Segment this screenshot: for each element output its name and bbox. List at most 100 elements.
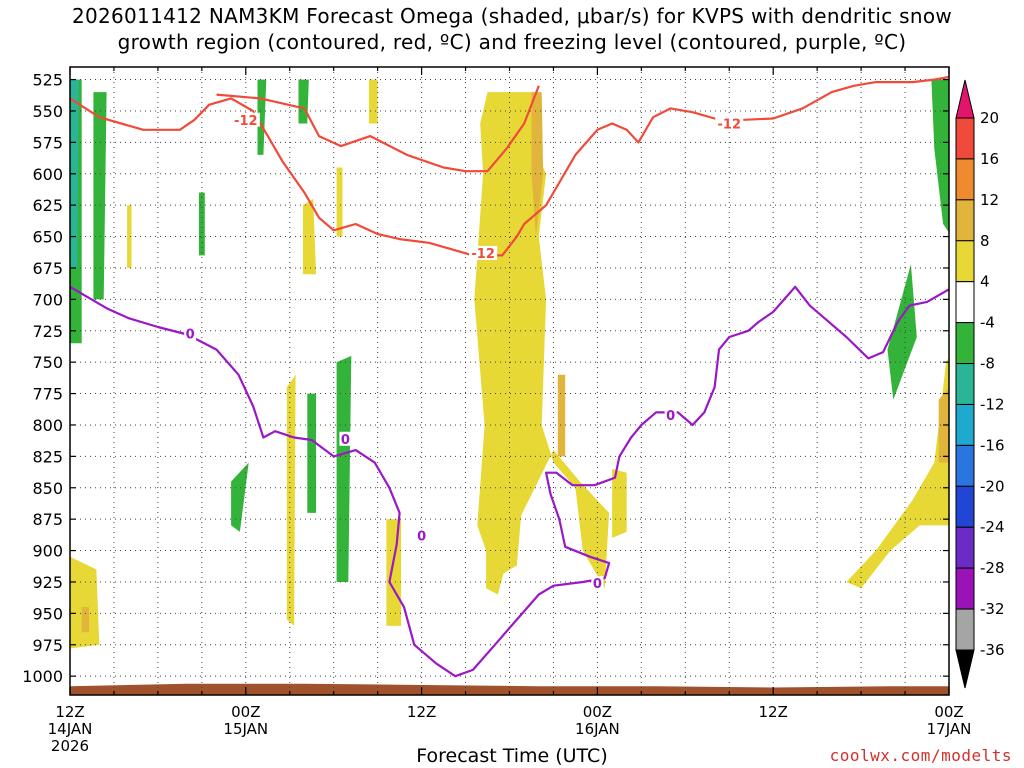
colorbar-swatch — [955, 158, 975, 201]
contour-label-bg — [591, 576, 604, 591]
colorbar-swatch — [955, 485, 975, 528]
y-tick-label: 950 — [32, 604, 63, 623]
y-tick-label: 825 — [32, 447, 63, 466]
omega-shade-1-2 — [81, 607, 89, 633]
y-tick-label: 850 — [32, 479, 63, 498]
omega-shade-0-7 — [386, 519, 402, 626]
y-tick-label: 900 — [32, 542, 63, 561]
colorbar-label: -12 — [980, 395, 1005, 413]
contour-line-1 — [216, 85, 540, 173]
y-tick-label: 700 — [32, 290, 63, 309]
colorbar-swatch — [955, 444, 975, 487]
y-tick-label: 550 — [32, 102, 63, 121]
colorbar-swatch — [955, 567, 975, 610]
colorbar-label: -32 — [980, 600, 1005, 618]
x-tick-label: 00Z — [583, 703, 612, 721]
colorbar-swatch — [955, 608, 975, 651]
colorbar-swatch — [955, 240, 975, 283]
contour-label: -12 — [234, 114, 258, 129]
omega-shade-2-2 — [298, 79, 309, 124]
x-tick-label: 12Z — [407, 703, 436, 721]
contour-label-bg — [469, 245, 498, 260]
plot-area: -12 -12 -12 0 0 0 0 0 — [70, 67, 949, 695]
colorbar-label: -16 — [980, 436, 1005, 454]
omega-shade-0-5 — [302, 198, 317, 275]
colorbar-swatch — [955, 322, 975, 365]
colorbar-label: 20 — [980, 109, 999, 127]
omega-shade-0-8 — [286, 374, 296, 626]
colorbar-label: -36 — [980, 641, 1005, 659]
omega-shade-0-4 — [127, 205, 132, 268]
omega-shade-2-8 — [931, 79, 949, 233]
contour-label-bg — [231, 112, 260, 127]
colorbar-label: 4 — [980, 273, 990, 291]
omega-shade-2-0 — [93, 92, 107, 300]
x-tick-label: 15JAN — [223, 720, 268, 738]
x-tick-label: 17JAN — [927, 720, 972, 738]
contour-label: 0 — [341, 433, 350, 448]
omega-shade-1-1 — [557, 374, 566, 457]
contour-label: 0 — [593, 577, 602, 592]
contour-label: -12 — [471, 247, 495, 262]
omega-shade-0-1 — [612, 468, 627, 538]
colorbar-label: -8 — [980, 355, 995, 373]
colorbar-label: -28 — [980, 559, 1005, 577]
x-axis-title: Forecast Time (UTC) — [416, 745, 608, 767]
colorbar-swatch — [955, 117, 975, 160]
colorbar-swatch — [955, 281, 975, 324]
omega-shade-2-6 — [336, 355, 352, 582]
y-tick-label: 800 — [32, 416, 63, 435]
y-tick-label: 675 — [32, 259, 63, 278]
x-tick-label: 14JAN — [48, 720, 93, 738]
contour-label: 0 — [666, 409, 675, 424]
colorbar-bottom-arrow — [955, 649, 975, 689]
colorbar-label: 16 — [980, 150, 999, 168]
omega-shade-0-9 — [368, 79, 378, 124]
chart-title-line-1: 2026011412 NAM3KM Forecast Omega (shaded… — [71, 4, 953, 28]
y-tick-label: 625 — [32, 196, 63, 215]
y-tick-label: 525 — [32, 71, 63, 90]
omega-shade-0-0 — [474, 92, 610, 595]
colorbar-label: -20 — [980, 477, 1005, 495]
contour-label-bg — [664, 407, 677, 422]
colorbar-swatch — [955, 403, 975, 446]
x-tick-label: 16JAN — [575, 720, 620, 738]
omega-shade-2-7 — [887, 264, 917, 400]
y-tick-label: 925 — [32, 573, 63, 592]
x-tick-label: 12Z — [759, 703, 788, 721]
colorbar-label: 8 — [980, 232, 990, 250]
contour-line-0 — [70, 75, 949, 257]
y-tick-label: 575 — [32, 133, 63, 152]
x-tick-label: 00Z — [934, 703, 963, 721]
chart-title-line-2: growth region (contoured, red, ºC) and f… — [117, 30, 907, 54]
colorbar-swatch — [955, 526, 975, 569]
y-tick-label: 600 — [32, 165, 63, 184]
omega-shade-1-0 — [531, 92, 544, 237]
colorbar-label: -4 — [980, 314, 995, 332]
contour-line-2 — [70, 285, 949, 678]
x-tick-label: 12Z — [55, 703, 84, 721]
contour-label: 0 — [417, 529, 426, 544]
y-tick-label: 650 — [32, 228, 63, 247]
omega-shade-0-2 — [846, 357, 949, 589]
omega-shade-2-5 — [307, 393, 317, 513]
y-tick-label: 775 — [32, 385, 63, 404]
credit-text[interactable]: coolwx.com/modelts — [829, 746, 1012, 765]
contour-label: 0 — [186, 327, 195, 342]
y-tick-label: 875 — [32, 510, 63, 529]
contour-label-bg — [415, 528, 428, 543]
colorbar-label: -24 — [980, 518, 1005, 536]
y-tick-label: 1000 — [22, 667, 63, 686]
y-tick-label: 725 — [32, 322, 63, 341]
omega-shade-2-4 — [231, 462, 249, 532]
omega-shade-0-6 — [336, 167, 343, 237]
contour-label-bg — [184, 326, 197, 341]
omega-shade-2-3 — [198, 192, 205, 256]
omega-shade-0-3 — [70, 556, 100, 649]
colorbar-swatch — [955, 363, 975, 405]
colorbar-top-arrow — [955, 79, 975, 119]
y-tick-label: 975 — [32, 636, 63, 655]
colorbar-label: 12 — [980, 191, 999, 209]
x-tick-label: 2026 — [51, 737, 89, 755]
